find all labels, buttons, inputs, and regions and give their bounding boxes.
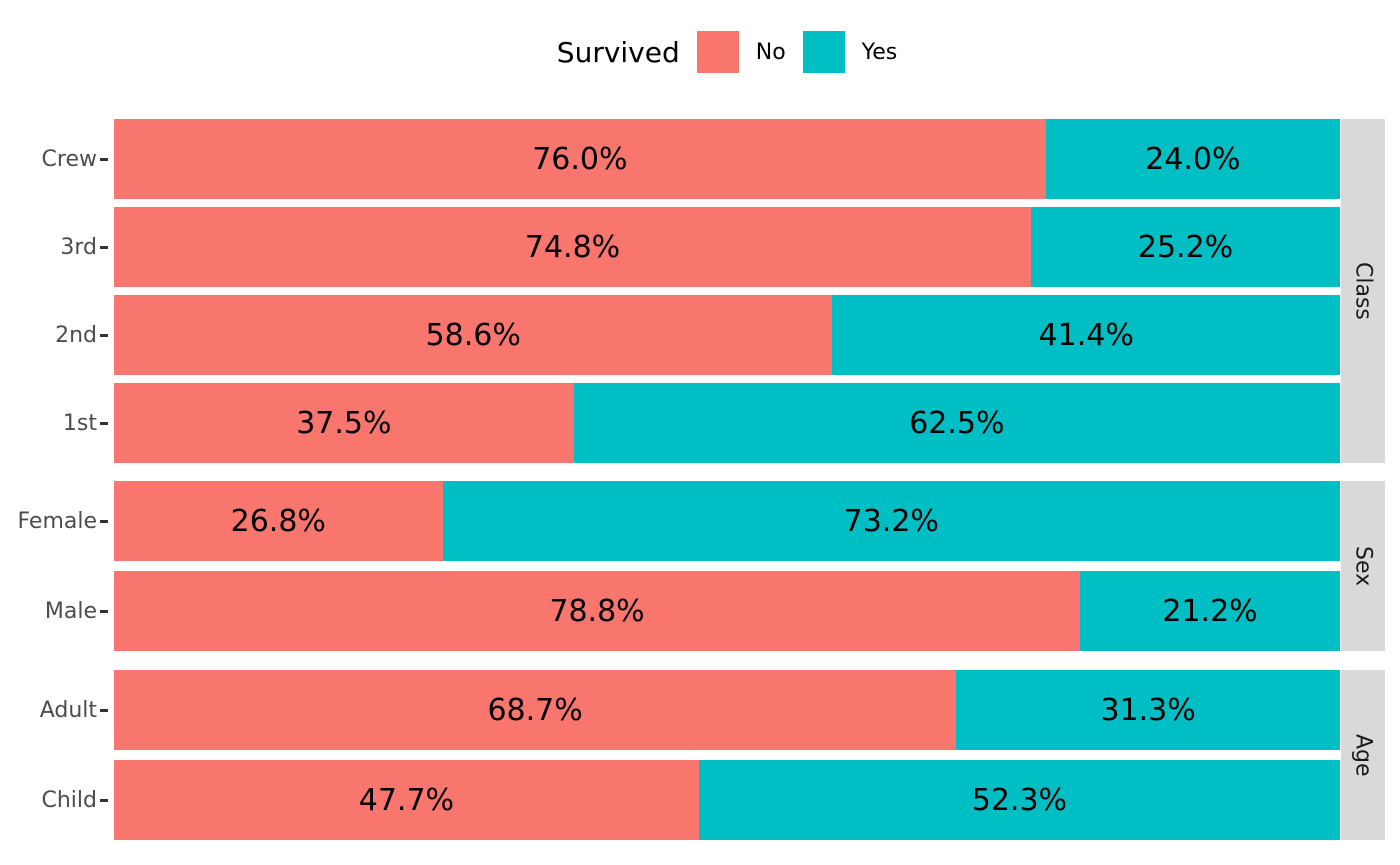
bar-segment-yes-female: 73.2% bbox=[442, 481, 1340, 561]
axis-tick bbox=[100, 157, 108, 161]
bar-value-label: 74.8% bbox=[524, 229, 621, 265]
bar-value-label: 25.2% bbox=[1137, 229, 1234, 265]
facet-panel-sex: Female 26.8% 73.2% Male 78.8% 21.2% bbox=[17, 481, 1340, 651]
strip-label-age: Age bbox=[1350, 733, 1376, 777]
strip-label-sex: Sex bbox=[1350, 545, 1376, 587]
bar-segment-yes-male: 21.2% bbox=[1080, 571, 1340, 651]
facet-panel-class: Crew 76.0% 24.0% 3rd 74.8% 25.2% 2nd 58.6% 41.4%… bbox=[42, 119, 1340, 463]
legend-label-yes: Yes bbox=[861, 39, 898, 65]
bar-segment-no-child: 47.7% bbox=[114, 760, 699, 840]
bar-row-2nd: 2nd 58.6% 41.4% bbox=[55, 295, 1340, 375]
bar-value-label: 68.7% bbox=[487, 692, 583, 728]
bar-row-female: Female 26.8% 73.2% bbox=[17, 481, 1340, 561]
bar-row-adult: Adult 68.7% 31.3% bbox=[40, 670, 1340, 750]
bar-value-label: 58.6% bbox=[425, 317, 521, 353]
bar-value-label: 26.8% bbox=[230, 503, 326, 539]
axis-tick bbox=[100, 245, 108, 249]
axis-label-adult: Adult bbox=[39, 697, 97, 723]
bar-row-male: Male 78.8% 21.2% bbox=[45, 571, 1340, 651]
legend-swatch-yes-icon bbox=[802, 31, 845, 73]
bar-segment-no-1st: 37.5% bbox=[114, 383, 574, 463]
legend-swatch-no-icon bbox=[696, 31, 739, 73]
bar-value-label: 41.4% bbox=[1038, 317, 1134, 353]
bar-segment-yes-child: 52.3% bbox=[698, 760, 1340, 840]
bar-row-child: Child 47.7% 52.3% bbox=[42, 760, 1340, 840]
axis-label-1st: 1st bbox=[62, 410, 97, 436]
bar-value-label: 62.5% bbox=[909, 405, 1005, 441]
bar-value-label: 78.8% bbox=[549, 593, 645, 629]
bar-segment-yes-3rd: 25.2% bbox=[1031, 207, 1340, 287]
facet-strip-sex: Sex bbox=[1341, 481, 1385, 651]
axis-label-3rd: 3rd bbox=[60, 234, 97, 260]
axis-label-2nd: 2nd bbox=[55, 322, 97, 348]
bar-value-label: 31.3% bbox=[1100, 692, 1196, 728]
axis-tick bbox=[100, 609, 108, 613]
legend-label-no: No bbox=[755, 39, 786, 65]
bar-value-label: 24.0% bbox=[1145, 141, 1241, 177]
axis-label-child: Child bbox=[41, 787, 98, 813]
bar-value-label: 47.7% bbox=[358, 782, 455, 818]
facet-strip-age: Age bbox=[1341, 670, 1385, 840]
bar-value-label: 73.2% bbox=[843, 503, 939, 539]
axis-tick bbox=[100, 798, 108, 802]
axis-tick bbox=[100, 519, 108, 523]
bar-value-label: 76.0% bbox=[532, 141, 628, 177]
facet-panel-age: Adult 68.7% 31.3% Child 47.7% 52.3% bbox=[40, 670, 1340, 840]
axis-label-female: Female bbox=[17, 508, 97, 534]
bar-segment-no-2nd: 58.6% bbox=[114, 295, 833, 375]
bar-value-label: 21.2% bbox=[1162, 593, 1258, 629]
axis-label-crew: Crew bbox=[41, 146, 97, 172]
bar-value-label: 52.3% bbox=[971, 782, 1068, 818]
bar-row-1st: 1st 37.5% 62.5% bbox=[63, 383, 1340, 463]
bar-value-label: 37.5% bbox=[296, 405, 392, 441]
bar-segment-yes-crew: 24.0% bbox=[1045, 119, 1340, 199]
axis-tick bbox=[100, 333, 108, 337]
strip-label-class: Class bbox=[1350, 262, 1376, 320]
bar-row-3rd: 3rd 74.8% 25.2% bbox=[60, 207, 1340, 287]
bar-segment-no-male: 78.8% bbox=[114, 571, 1081, 651]
legend-title: Survived bbox=[556, 35, 680, 69]
bar-segment-yes-2nd: 41.4% bbox=[832, 295, 1340, 375]
bar-segment-no-crew: 76.0% bbox=[114, 119, 1046, 199]
bar-segment-yes-adult: 31.3% bbox=[956, 670, 1340, 750]
bar-segment-no-adult: 68.7% bbox=[114, 670, 957, 750]
facet-strip-class: Class bbox=[1341, 119, 1385, 463]
axis-tick bbox=[100, 708, 108, 712]
axis-label-male: Male bbox=[44, 598, 97, 624]
bar-segment-no-3rd: 74.8% bbox=[114, 207, 1032, 287]
bar-segment-no-female: 26.8% bbox=[114, 481, 443, 561]
bar-segment-yes-1st: 62.5% bbox=[573, 383, 1340, 463]
legend: Survived No Yes bbox=[114, 31, 1340, 73]
axis-tick bbox=[100, 421, 108, 425]
bar-row-crew: Crew 76.0% 24.0% bbox=[42, 119, 1340, 199]
